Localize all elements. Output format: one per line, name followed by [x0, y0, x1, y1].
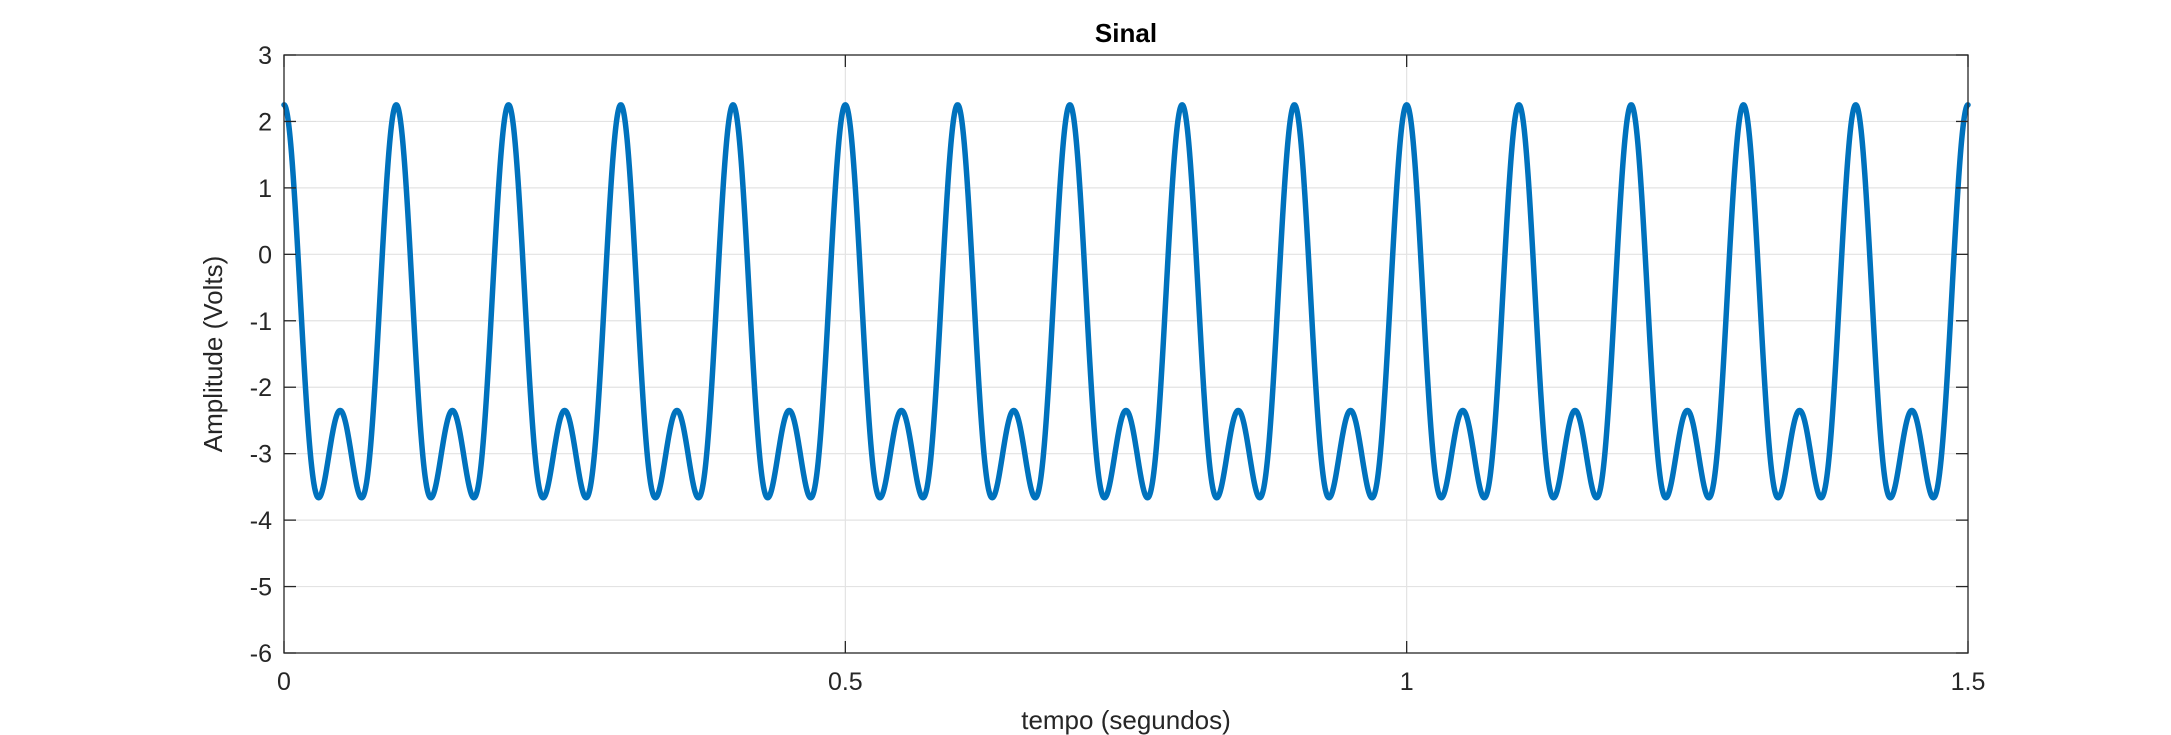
- x-tick-label: 1.5: [1951, 668, 1986, 696]
- x-tick-label: 0: [277, 668, 291, 696]
- axes-box: [283, 54, 1969, 654]
- y-tick-label: 1: [258, 175, 272, 203]
- x-tick-label: 1: [1400, 668, 1414, 696]
- y-tick-label: -3: [250, 441, 272, 469]
- x-tick-label: 0.5: [828, 668, 863, 696]
- tick-labels: -6 -5 -4 -3 -2 -1 0 1 2 3 0 0.5 1 1.5: [250, 42, 1986, 696]
- chart-title: Sinal: [1095, 18, 1157, 48]
- y-tick-label: -1: [250, 308, 272, 336]
- y-tick-label: -4: [250, 507, 272, 535]
- ticks: [283, 54, 1969, 654]
- y-tick-label: 2: [258, 108, 272, 136]
- y-tick-label: -6: [250, 640, 272, 668]
- y-tick-label: -5: [250, 574, 272, 602]
- series-layer: [281, 102, 1971, 501]
- grid: [284, 55, 1968, 653]
- y-tick-label: 0: [258, 241, 272, 269]
- y-axis-title: Amplitude (Volts): [198, 256, 228, 453]
- y-tick-label: -2: [250, 374, 272, 402]
- y-tick-label: 3: [258, 42, 272, 70]
- signal-line: [281, 102, 1971, 501]
- x-axis-title: tempo (segundos): [1021, 705, 1231, 735]
